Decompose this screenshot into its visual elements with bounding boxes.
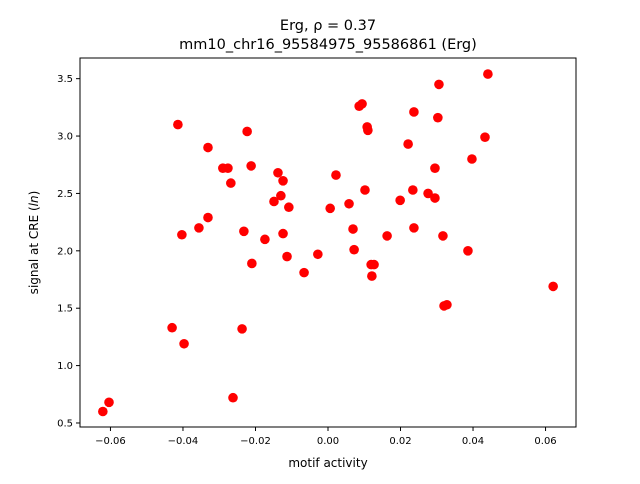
chart-title-line2: mm10_chr16_95584975_95586861 (Erg) bbox=[179, 37, 477, 53]
data-point bbox=[278, 228, 288, 239]
data-point bbox=[242, 126, 252, 137]
data-point bbox=[239, 226, 249, 237]
x-tick-label: −0.02 bbox=[240, 436, 271, 447]
data-point bbox=[395, 195, 405, 206]
y-axis-label: signal at CRE (ln) bbox=[27, 191, 41, 295]
data-point bbox=[357, 99, 367, 109]
data-point bbox=[269, 196, 279, 207]
x-tick-label: 0.06 bbox=[534, 436, 556, 447]
data-point bbox=[430, 163, 440, 173]
x-axis: −0.06 −0.04 −0.02 0.00 0.02 0.04 0.06 bbox=[95, 427, 557, 447]
data-point bbox=[463, 246, 473, 256]
axes-frame bbox=[79, 57, 577, 428]
chart-title-line1: Erg, ρ = 0.37 bbox=[280, 18, 376, 34]
data-point bbox=[382, 231, 392, 241]
data-point bbox=[313, 249, 323, 260]
data-point bbox=[167, 322, 177, 333]
x-axis-label: motif activity bbox=[288, 456, 367, 470]
data-point bbox=[360, 185, 370, 195]
data-point bbox=[403, 139, 413, 149]
x-tick-label: 0.00 bbox=[317, 436, 339, 447]
data-point bbox=[483, 69, 493, 79]
y-tick-label: 1.0 bbox=[57, 361, 73, 372]
data-point bbox=[344, 198, 354, 209]
data-point bbox=[434, 79, 444, 90]
data-point bbox=[203, 142, 213, 153]
data-point bbox=[331, 170, 341, 180]
data-point bbox=[284, 202, 294, 213]
data-point bbox=[438, 231, 448, 241]
data-point bbox=[173, 119, 183, 130]
data-point bbox=[260, 234, 270, 245]
y-tick-label: 0.5 bbox=[57, 418, 73, 429]
data-point bbox=[325, 203, 335, 214]
data-point bbox=[194, 223, 204, 233]
data-point bbox=[408, 185, 418, 195]
y-tick-label: 1.5 bbox=[57, 304, 73, 315]
data-point bbox=[203, 212, 213, 223]
data-point bbox=[273, 167, 283, 178]
data-point bbox=[430, 193, 440, 203]
x-tick-label: −0.04 bbox=[168, 436, 199, 447]
data-point bbox=[367, 271, 377, 281]
data-point bbox=[228, 392, 238, 403]
data-point bbox=[299, 267, 309, 278]
data-point bbox=[246, 161, 256, 171]
data-point bbox=[223, 163, 233, 173]
y-tick-label: 2.0 bbox=[57, 246, 73, 257]
data-point bbox=[276, 190, 286, 201]
data-point bbox=[247, 258, 257, 269]
x-tick-label: −0.06 bbox=[95, 436, 126, 447]
data-point bbox=[226, 178, 236, 188]
points-layer bbox=[98, 69, 558, 417]
data-point bbox=[278, 176, 288, 186]
data-point bbox=[409, 107, 419, 117]
x-tick-label: 0.04 bbox=[462, 436, 484, 447]
data-point bbox=[467, 154, 477, 164]
x-tick-label: 0.02 bbox=[389, 436, 411, 447]
data-point bbox=[98, 406, 108, 417]
y-tick-label: 3.0 bbox=[57, 132, 73, 143]
data-point bbox=[442, 299, 452, 310]
data-point bbox=[369, 259, 379, 270]
data-point bbox=[548, 281, 558, 292]
data-point bbox=[433, 112, 443, 123]
data-point bbox=[179, 338, 189, 349]
data-point bbox=[348, 224, 358, 234]
data-point bbox=[423, 188, 433, 199]
y-axis: 0.5 1.0 1.5 2.0 2.5 3.0 3.5 bbox=[57, 74, 80, 429]
data-point bbox=[363, 125, 373, 136]
data-point bbox=[237, 324, 247, 334]
data-point bbox=[104, 397, 114, 408]
data-point bbox=[349, 244, 359, 255]
data-point bbox=[409, 223, 419, 233]
y-tick-label: 3.5 bbox=[57, 74, 73, 85]
data-point bbox=[480, 132, 490, 142]
data-point bbox=[177, 229, 187, 240]
y-tick-label: 2.5 bbox=[57, 189, 73, 200]
data-point bbox=[282, 251, 292, 262]
